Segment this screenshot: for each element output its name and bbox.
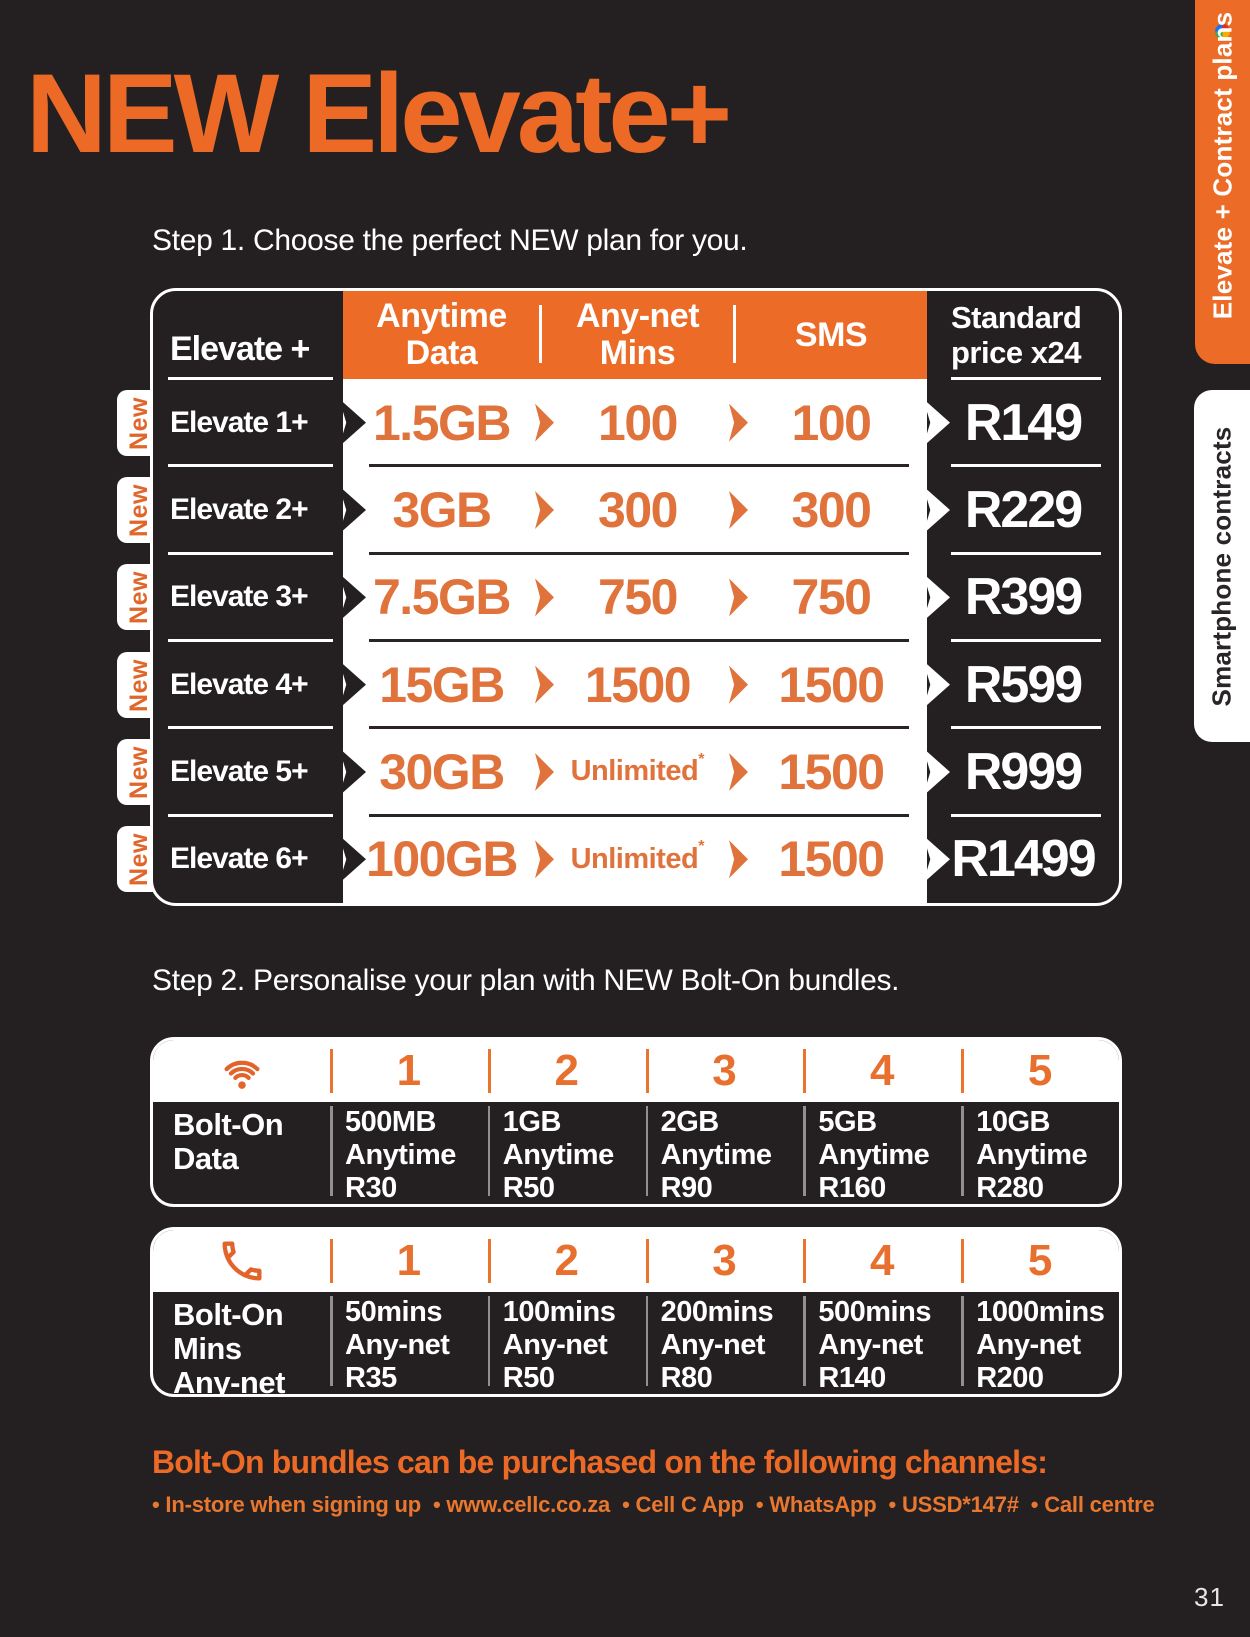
header-divider xyxy=(733,305,736,363)
column-header-anynet-mins: Any-net Mins xyxy=(575,297,700,372)
header-divider xyxy=(539,305,542,363)
channel-instore: In-store when signing up xyxy=(152,1492,421,1517)
bolt-on-mins-tier-5[interactable]: 1000mins Any-net R200 xyxy=(961,1292,1119,1394)
plan-sms-value: 100 xyxy=(791,394,872,451)
plan-price: R1499 xyxy=(951,830,1096,889)
step1-heading: Step 1. Choose the perfect NEW plan for … xyxy=(152,224,748,257)
tab-smartphone-contracts[interactable]: Smartphone contracts xyxy=(1194,390,1250,742)
bolt-on-data-label: Bolt-On Data xyxy=(173,1107,284,1176)
bolt-on-data-tier-4[interactable]: 5GB Anytime R160 xyxy=(803,1102,961,1204)
plan-table-header-row: Elevate + Anytime Data Any-net Mins SMS St… xyxy=(153,291,1119,380)
tier-number-2: 2 xyxy=(487,1040,646,1102)
plan-sms-value: 750 xyxy=(791,569,872,626)
tier-number-5: 5 xyxy=(961,1040,1119,1102)
plan-mins-value: 300 xyxy=(598,481,678,538)
plan-sms-value: 1500 xyxy=(778,656,885,713)
tier-number-5: 5 xyxy=(961,1230,1119,1292)
plan-table: New New New New New New Elevate + Anytim… xyxy=(117,288,1122,906)
plan-price: R229 xyxy=(927,466,1119,555)
tab-smartphone-label: Smartphone contracts xyxy=(1206,426,1237,706)
column-header-anytime-data: Anytime Data xyxy=(376,297,507,372)
plan-card: Elevate + Anytime Data Any-net Mins SMS St… xyxy=(150,288,1122,906)
plan-row-elevate3[interactable]: Elevate 3+ 7.5GB 750 750 R399 xyxy=(153,554,1119,643)
column-header-sms: SMS xyxy=(794,315,868,354)
footnote-mark: * xyxy=(698,838,705,856)
plan-name: Elevate 5+ xyxy=(153,728,343,817)
plan-price: R599 xyxy=(927,641,1119,730)
plan-name: Elevate 1+ xyxy=(153,379,343,468)
bolt-on-mins-label: Bolt-On Mins Any-net xyxy=(173,1297,285,1397)
plan-mins-value: Unlimited * xyxy=(570,750,705,788)
footnote-mark: * xyxy=(698,750,705,768)
plan-row-elevate1[interactable]: Elevate 1+ 1.5GB 100 100 R149 xyxy=(153,379,1119,468)
tier-number-3: 3 xyxy=(645,1230,804,1292)
plan-price: R149 xyxy=(927,379,1119,468)
tier-number-4: 4 xyxy=(803,1230,961,1292)
plan-mins-value: 1500 xyxy=(584,656,692,713)
bolt-on-data-table: 1 2 3 4 5 Bolt-On Data 500MB Anytime R30 1G… xyxy=(150,1037,1122,1207)
tier-number-3: 3 xyxy=(645,1040,804,1102)
page-title: NEW Elevate+ xyxy=(26,51,732,176)
plan-name: Elevate 2+ xyxy=(153,466,343,555)
channel-ussd: USSD*147# xyxy=(889,1492,1019,1517)
plan-name: Elevate 6+ xyxy=(170,842,309,876)
plan-sms-value: 1500 xyxy=(778,831,885,888)
tab-elevate-label: Elevate + Contract plans xyxy=(1207,11,1237,319)
plan-table-header-band xyxy=(343,291,927,379)
bolt-on-mins-table: 1 2 3 4 5 Bolt-On Mins Any-net 50mins Any-n… xyxy=(150,1227,1122,1397)
tier-number-1: 1 xyxy=(330,1230,488,1292)
plan-data-value: 1.5GB xyxy=(372,394,512,451)
plan-sms-value: 300 xyxy=(791,481,872,538)
bolt-on-data-tier-3[interactable]: 2GB Anytime R90 xyxy=(645,1102,804,1204)
bolt-on-mins-body: Bolt-On Mins Any-net 50mins Any-net R35 100m… xyxy=(153,1292,1119,1394)
brand-dot-icon xyxy=(1214,24,1230,39)
plan-data-value: 3GB xyxy=(392,481,492,538)
plan-sms-value: 1500 xyxy=(778,743,885,800)
tab-elevate-contract-plans[interactable]: Elevate + Contract plans xyxy=(1195,0,1250,364)
channel-app: Cell C App xyxy=(622,1492,744,1517)
bolt-on-data-body: Bolt-On Data 500MB Anytime R30 1GB Anytime R5… xyxy=(153,1102,1119,1204)
plan-row-elevate5[interactable]: Elevate 5+ 30GB Unlimited * 1500 R999 xyxy=(153,728,1119,817)
bolt-on-mins-tier-4[interactable]: 500mins Any-net R140 xyxy=(803,1292,961,1394)
bolt-on-mins-tier-1[interactable]: 50mins Any-net R35 xyxy=(330,1292,488,1394)
bolt-on-mins-tier-3[interactable]: 200mins Any-net R80 xyxy=(645,1292,804,1394)
wifi-icon xyxy=(153,1040,330,1102)
page-number: 31 xyxy=(1194,1582,1225,1612)
channel-whatsapp: WhatsApp xyxy=(756,1492,877,1517)
tier-number-2: 2 xyxy=(487,1230,646,1292)
plan-data-value: 7.5GB xyxy=(372,569,512,626)
column-header-standard-price: Standard price x24 xyxy=(927,291,1119,380)
tier-number-4: 4 xyxy=(803,1040,961,1102)
plan-data-value: 30GB xyxy=(379,743,505,800)
phone-icon xyxy=(153,1230,330,1292)
tier-number-1: 1 xyxy=(330,1040,488,1102)
plan-price: R999 xyxy=(927,728,1119,817)
channel-website-link[interactable]: www.cellc.co.za xyxy=(433,1492,610,1517)
plan-mins-value: 750 xyxy=(598,569,678,626)
plan-mins-value: 100 xyxy=(598,394,678,451)
bolt-on-mins-header: 1 2 3 4 5 xyxy=(153,1230,1119,1292)
plan-row-elevate4[interactable]: Elevate 4+ 15GB 1500 1500 R599 xyxy=(153,641,1119,730)
plan-mins-value: Unlimited * xyxy=(570,838,705,875)
bolt-on-data-tier-5[interactable]: 10GB Anytime R280 xyxy=(961,1102,1119,1204)
plan-row-elevate2[interactable]: Elevate 2+ 3GB 300 300 R229 xyxy=(153,466,1119,555)
channels-heading: Bolt-On bundles can be purchased on the … xyxy=(152,1444,1048,1480)
bolt-on-data-tier-2[interactable]: 1GB Anytime R50 xyxy=(487,1102,646,1204)
plan-row-elevate6[interactable]: Elevate 6+ 100GB Unlimited * 1500 R1499 xyxy=(153,816,1119,903)
step2-heading: Step 2. Personalise your plan with NEW B… xyxy=(152,964,900,997)
channel-callcentre: Call centre xyxy=(1031,1492,1155,1517)
plan-name: Elevate 4+ xyxy=(153,641,343,730)
plan-name: Elevate 3+ xyxy=(153,554,343,643)
plan-data-value: 100GB xyxy=(366,831,518,888)
bolt-on-data-tier-1[interactable]: 500MB Anytime R30 xyxy=(330,1102,488,1204)
plan-table-body-background xyxy=(343,291,927,903)
column-header-elevate: Elevate + xyxy=(153,291,343,380)
plan-data-value: 15GB xyxy=(379,656,505,713)
channels-list: In-store when signing up www.cellc.co.za C… xyxy=(152,1492,1166,1518)
plan-price: R399 xyxy=(927,554,1119,643)
bolt-on-data-header: 1 2 3 4 5 xyxy=(153,1040,1119,1102)
bolt-on-mins-tier-2[interactable]: 100mins Any-net R50 xyxy=(487,1292,646,1394)
